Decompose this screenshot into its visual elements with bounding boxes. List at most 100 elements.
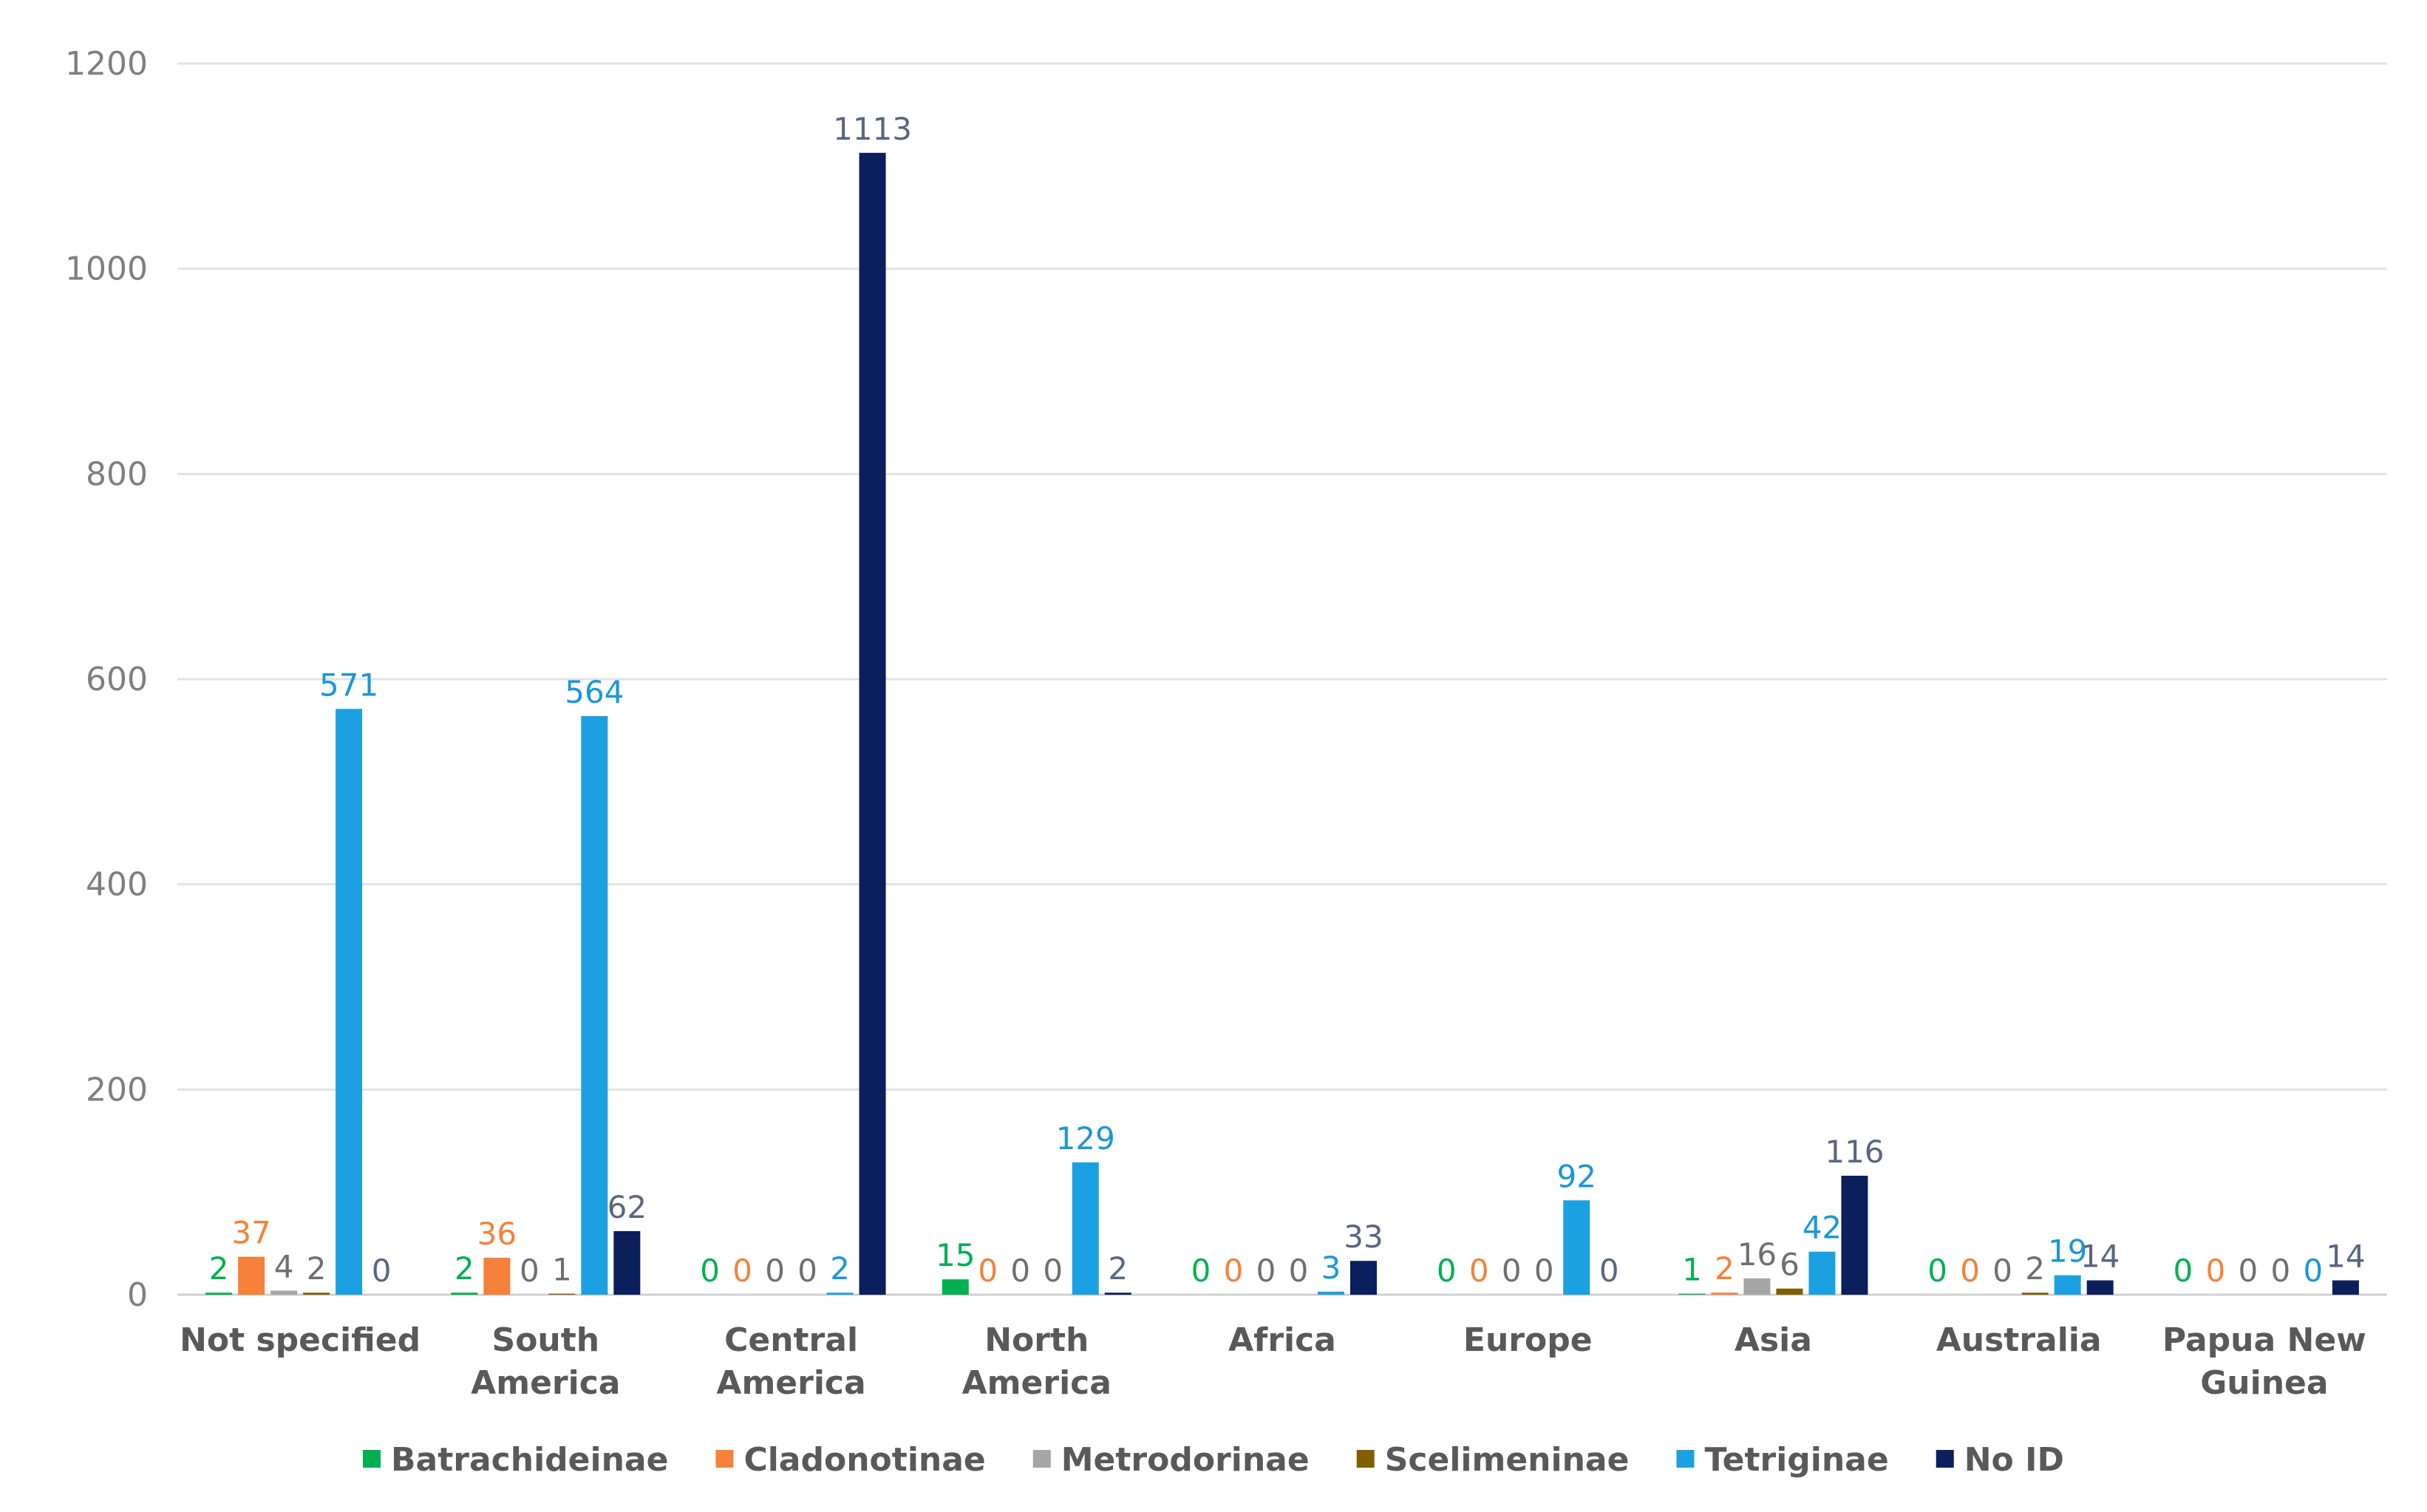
x-tick-label: America [716, 1364, 865, 1402]
legend-label: Batrachideinae [391, 1441, 668, 1479]
legend-swatch [715, 1450, 734, 1468]
bar-no-id [1350, 1261, 1377, 1295]
bar-no-id [2332, 1280, 2359, 1295]
data-label: 0 [732, 1253, 752, 1289]
legend-label: Scelimeninae [1385, 1441, 1630, 1479]
y-tick-label: 600 [86, 661, 148, 698]
data-label: 37 [231, 1215, 270, 1251]
bar-no-id [1841, 1175, 1868, 1295]
data-label: 0 [2174, 1253, 2193, 1289]
data-label: 15 [936, 1237, 975, 1273]
data-label: 92 [1556, 1158, 1596, 1194]
bars [205, 152, 2359, 1295]
legend-label: Cladonotinae [743, 1441, 985, 1479]
bar-metrodorinae [1743, 1278, 1771, 1295]
y-tick-label: 400 [86, 866, 148, 904]
bar-tetriginae [581, 715, 608, 1295]
bar-batrachideinae [1678, 1293, 1706, 1295]
data-label: 0 [1534, 1253, 1554, 1289]
data-label: 0 [1992, 1253, 2012, 1289]
data-label: 0 [2271, 1253, 2291, 1289]
data-label: 0 [2304, 1253, 2324, 1289]
legend-label: Metrodorinae [1061, 1441, 1310, 1479]
x-tick-label: Not specified [180, 1321, 421, 1359]
data-label: 0 [1289, 1253, 1309, 1289]
x-tick-label: Europe [1463, 1321, 1593, 1359]
data-label: 6 [1780, 1247, 1800, 1283]
y-tick-label: 1200 [65, 45, 148, 83]
data-label: 3 [1321, 1250, 1341, 1286]
bar-tetriginae [826, 1293, 854, 1295]
x-tick-label: America [962, 1364, 1112, 1402]
data-label: 62 [607, 1189, 647, 1225]
y-tick-label: 800 [86, 455, 148, 493]
x-tick-label: Africa [1228, 1321, 1336, 1359]
x-tick-label: Australia [1936, 1321, 2102, 1359]
data-label: 0 [1191, 1253, 1211, 1289]
bar-tetriginae [1072, 1162, 1099, 1295]
legend-label: Tetriginae [1704, 1441, 1888, 1479]
data-label: 4 [274, 1248, 294, 1284]
bar-no-id [2086, 1280, 2114, 1295]
data-label: 0 [1960, 1253, 1980, 1289]
bar-no-id [1104, 1293, 1131, 1295]
bar-batrachideinae [205, 1293, 233, 1295]
bar-scelimeninae [2021, 1293, 2049, 1295]
data-label: 0 [2239, 1253, 2258, 1289]
data-label: 0 [1224, 1253, 1244, 1289]
bar-tetriginae [1563, 1200, 1590, 1295]
x-tick-label: Asia [1735, 1321, 1812, 1359]
data-label: 2 [830, 1250, 850, 1287]
legend-label: No ID [1964, 1441, 2064, 1479]
x-tick-label: America [471, 1364, 620, 1402]
legend-swatch [363, 1450, 381, 1468]
x-tick-label: North [984, 1321, 1089, 1359]
bar-no-id [859, 152, 886, 1295]
data-label: 2 [1715, 1250, 1735, 1287]
data-label: 571 [319, 667, 378, 703]
data-label: 0 [765, 1253, 785, 1289]
bar-tetriginae [1808, 1251, 1836, 1295]
legend-item-batrachideinae: Batrachideinae [363, 1441, 668, 1479]
data-label: 0 [1502, 1253, 1522, 1289]
bar-batrachideinae [451, 1293, 478, 1295]
data-label: 0 [1010, 1253, 1030, 1289]
data-label: 36 [477, 1216, 517, 1252]
data-label: 0 [1043, 1253, 1063, 1289]
bar-batrachideinae [942, 1279, 969, 1295]
data-label: 0 [700, 1253, 720, 1289]
bar-scelimeninae [303, 1293, 330, 1295]
data-label: 116 [1825, 1134, 1884, 1170]
data-label: 14 [2080, 1239, 2120, 1275]
data-label: 2 [455, 1250, 474, 1287]
x-tick-label: Central [724, 1321, 858, 1359]
data-label: 2 [2025, 1250, 2045, 1287]
data-label: 2 [1108, 1250, 1128, 1287]
data-label: 0 [1256, 1253, 1276, 1289]
data-label: 0 [1437, 1253, 1457, 1289]
data-label: 0 [520, 1253, 539, 1289]
bar-cladonotinae [1711, 1293, 1738, 1295]
legend-item-no-id: No ID [1936, 1441, 2064, 1479]
data-label: 1 [1682, 1252, 1702, 1288]
data-label: 1 [552, 1252, 572, 1288]
bar-tetriginae [1318, 1291, 1344, 1295]
data-label: 16 [1737, 1236, 1777, 1273]
x-axis: Not specified South America Central America N… [180, 1321, 2366, 1402]
data-label: 129 [1056, 1120, 1115, 1157]
data-label: 0 [1927, 1253, 1947, 1289]
bar-scelimeninae [548, 1293, 576, 1295]
legend: Batrachideinae Cladonotinae Metrodorinae Sc… [363, 1441, 2064, 1479]
data-label: 42 [1803, 1210, 1842, 1246]
legend-item-cladonotinae: Cladonotinae [715, 1441, 986, 1479]
data-label: 564 [565, 674, 624, 710]
data-label: 0 [797, 1253, 817, 1289]
data-label: 0 [1599, 1253, 1619, 1289]
x-tick-label: Papua New [2162, 1321, 2366, 1359]
bar-cladonotinae [483, 1258, 511, 1295]
legend-swatch [1676, 1450, 1695, 1468]
gridlines [177, 62, 2387, 1296]
bar-tetriginae [336, 709, 363, 1295]
